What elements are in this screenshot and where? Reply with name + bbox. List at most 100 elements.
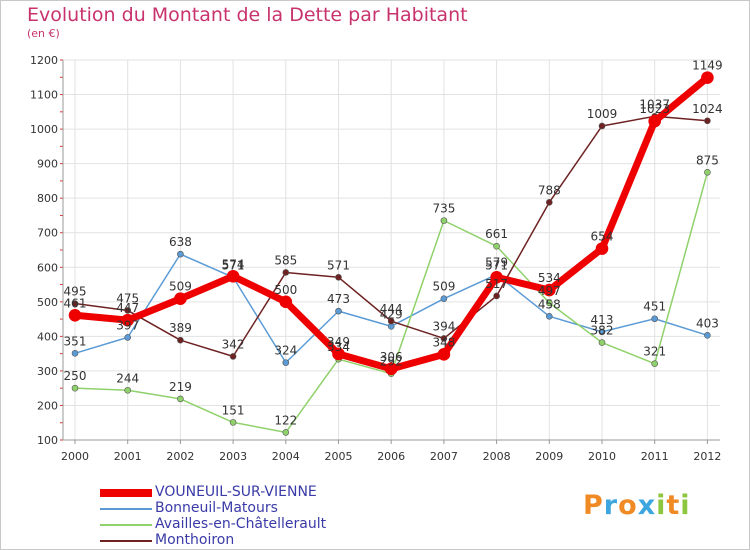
data-label: 306 — [380, 350, 403, 364]
data-point — [545, 313, 553, 320]
legend-label: Bonneuil-Matours — [155, 500, 278, 516]
y-tick-label: 1100 — [30, 89, 58, 102]
y-tick-label: 300 — [37, 365, 58, 378]
y-tick-label: 1200 — [30, 54, 58, 67]
data-point — [124, 334, 131, 341]
data-label: 324 — [274, 344, 297, 358]
data-label: 394 — [432, 319, 455, 333]
data-label: 458 — [538, 297, 561, 311]
legend-label: Monthoiron — [155, 532, 235, 548]
x-tick-label: 2006 — [377, 450, 405, 463]
x-tick-label: 2011 — [641, 450, 669, 463]
data-label: 534 — [538, 271, 561, 285]
y-tick-label: 400 — [37, 330, 58, 343]
data-point — [493, 292, 500, 300]
data-label: 788 — [538, 183, 561, 197]
data-label: 397 — [116, 318, 139, 332]
data-point — [174, 292, 187, 306]
x-tick-label: 2003 — [219, 450, 247, 463]
y-tick-label: 200 — [37, 399, 58, 412]
y-tick-label: 500 — [37, 296, 58, 309]
data-point — [71, 300, 79, 307]
data-label: 151 — [222, 403, 245, 417]
y-tick-label: 600 — [37, 261, 58, 274]
data-point — [335, 273, 342, 281]
data-point — [440, 295, 448, 303]
data-label: 342 — [222, 337, 245, 351]
data-point — [282, 359, 290, 366]
data-label: 447 — [116, 301, 139, 315]
data-label: 382 — [591, 324, 614, 338]
data-label: 475 — [116, 291, 139, 305]
data-label: 509 — [169, 280, 192, 294]
data-label: 1023 — [639, 102, 670, 116]
data-label: 875 — [696, 153, 719, 167]
chart-title: Evolution du Montant de la Dette par Hab… — [27, 4, 468, 26]
x-tick-label: 2012 — [693, 450, 721, 463]
data-label: 348 — [432, 335, 455, 349]
data-label: 413 — [591, 313, 614, 327]
x-tick-label: 2009 — [535, 450, 563, 463]
data-label: 579 — [485, 256, 508, 270]
data-label: 500 — [274, 283, 297, 297]
data-label: 735 — [432, 202, 455, 216]
data-point — [177, 250, 184, 258]
data-point — [598, 339, 606, 346]
data-label: 403 — [696, 316, 719, 330]
data-point — [545, 199, 553, 206]
data-label: 250 — [64, 369, 87, 383]
data-point — [226, 269, 240, 283]
data-point — [440, 217, 448, 224]
y-tick-label: 800 — [37, 192, 58, 205]
data-point — [71, 384, 79, 392]
data-point — [542, 283, 556, 297]
data-label: 122 — [274, 413, 297, 427]
data-label: 571 — [485, 258, 508, 272]
x-tick-label: 2000 — [61, 450, 89, 463]
proxiti-logo: Proxiti — [583, 490, 691, 521]
x-tick-label: 2010 — [588, 450, 616, 463]
y-tick-label: 1000 — [30, 123, 58, 136]
data-label: 574 — [222, 257, 245, 271]
data-point — [651, 360, 659, 367]
data-label: 585 — [274, 253, 297, 267]
y-tick-label: 100 — [37, 434, 58, 447]
data-point — [704, 168, 711, 176]
data-point — [437, 348, 451, 361]
data-label: 444 — [380, 302, 403, 316]
x-tick-label: 2002 — [166, 450, 194, 463]
data-point — [701, 71, 714, 84]
data-point — [598, 328, 606, 336]
data-label: 219 — [169, 380, 192, 394]
data-point — [545, 299, 553, 307]
data-point — [598, 122, 606, 130]
data-point — [704, 332, 711, 339]
data-point — [335, 307, 342, 315]
data-label: 571 — [222, 258, 245, 272]
data-label: 1009 — [587, 107, 618, 121]
x-tick-label: 2007 — [430, 450, 458, 463]
data-point — [282, 429, 290, 436]
data-point — [124, 307, 131, 314]
data-label: 571 — [327, 258, 350, 272]
chart-subtitle: (en €) — [27, 27, 60, 40]
data-point — [282, 269, 290, 276]
data-point — [121, 313, 134, 327]
legend-label: VOUNEUIL-SUR-VIENNE — [155, 484, 317, 500]
data-point — [332, 347, 345, 361]
data-label: 509 — [432, 280, 455, 294]
x-tick-label: 2004 — [272, 450, 300, 463]
data-label: 517 — [485, 277, 508, 291]
data-point — [229, 353, 237, 360]
data-point — [490, 270, 503, 284]
data-label: 638 — [169, 235, 192, 249]
data-point — [279, 295, 293, 309]
data-point — [595, 242, 609, 255]
data-label: 654 — [591, 230, 614, 244]
data-label: 473 — [327, 292, 350, 306]
data-label: 389 — [169, 321, 192, 335]
data-point — [493, 242, 500, 250]
data-label: 1024 — [692, 102, 723, 116]
data-point — [177, 336, 184, 344]
